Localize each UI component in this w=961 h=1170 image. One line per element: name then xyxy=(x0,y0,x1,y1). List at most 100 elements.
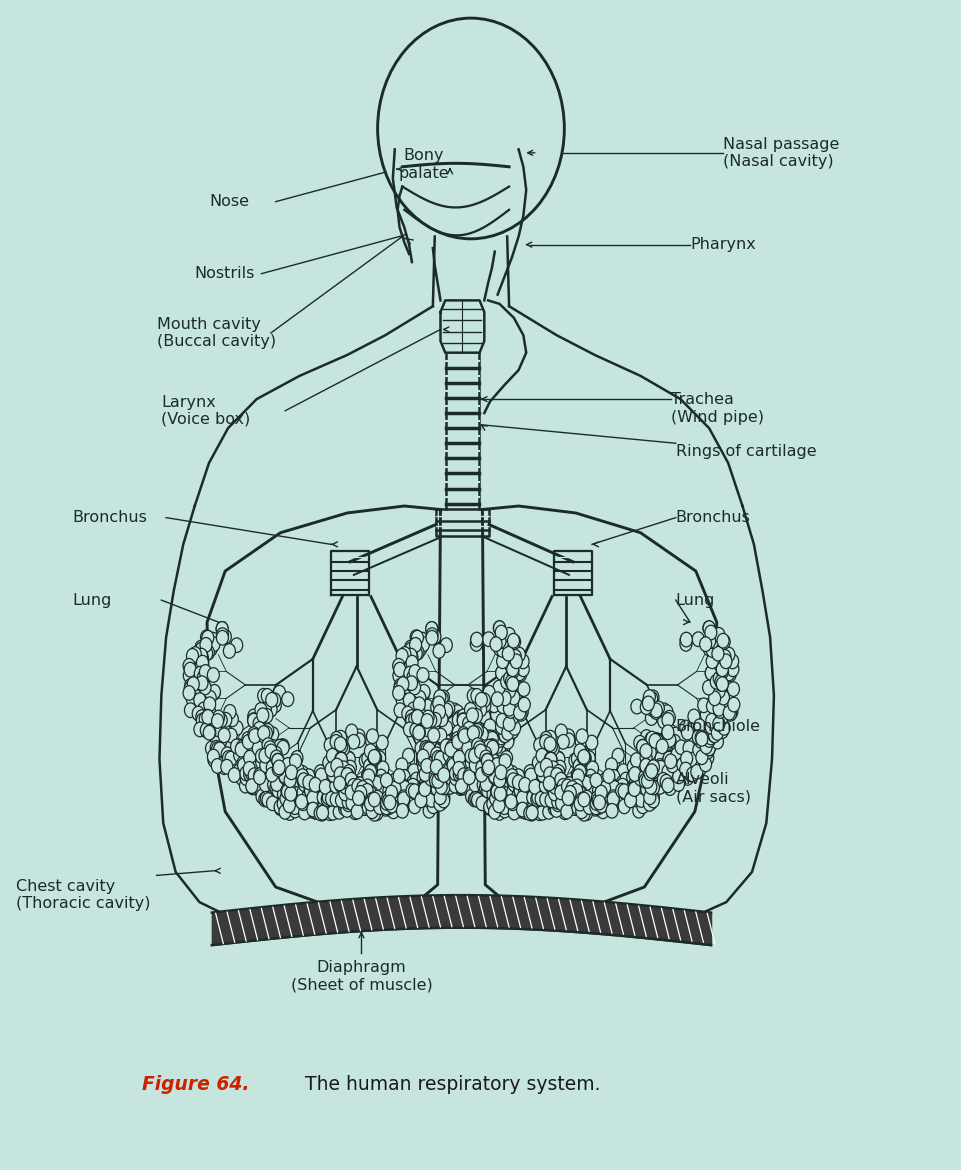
Circle shape xyxy=(448,743,460,758)
Circle shape xyxy=(467,765,480,780)
Circle shape xyxy=(491,739,503,753)
Circle shape xyxy=(419,777,431,792)
Circle shape xyxy=(651,703,662,717)
Circle shape xyxy=(425,771,437,786)
Circle shape xyxy=(654,762,666,776)
Circle shape xyxy=(296,794,308,810)
Circle shape xyxy=(272,783,284,798)
Circle shape xyxy=(508,696,521,710)
Circle shape xyxy=(381,798,393,812)
Circle shape xyxy=(640,700,653,715)
Circle shape xyxy=(661,704,673,720)
Circle shape xyxy=(506,710,518,725)
Circle shape xyxy=(605,784,618,799)
Circle shape xyxy=(307,791,318,806)
Circle shape xyxy=(637,739,649,753)
Circle shape xyxy=(677,757,689,772)
Text: Alveoli
(Air sacs): Alveoli (Air sacs) xyxy=(676,772,751,805)
Circle shape xyxy=(427,721,438,735)
Circle shape xyxy=(658,768,670,782)
Circle shape xyxy=(440,721,453,735)
Circle shape xyxy=(418,713,430,728)
Circle shape xyxy=(212,749,225,763)
Circle shape xyxy=(199,680,211,695)
Circle shape xyxy=(440,704,453,720)
Circle shape xyxy=(513,647,526,662)
Circle shape xyxy=(257,769,269,783)
Circle shape xyxy=(368,792,381,807)
Circle shape xyxy=(530,784,542,798)
Circle shape xyxy=(310,797,322,811)
Circle shape xyxy=(653,779,666,794)
Circle shape xyxy=(653,752,664,768)
Circle shape xyxy=(565,784,578,798)
Circle shape xyxy=(289,804,301,818)
Circle shape xyxy=(260,725,272,741)
Circle shape xyxy=(605,778,618,792)
Circle shape xyxy=(435,765,448,780)
Circle shape xyxy=(632,772,644,786)
Circle shape xyxy=(350,787,361,801)
Circle shape xyxy=(479,709,490,724)
Circle shape xyxy=(197,696,209,710)
Circle shape xyxy=(572,776,584,790)
Circle shape xyxy=(346,789,357,803)
Circle shape xyxy=(283,764,295,779)
Circle shape xyxy=(518,796,530,811)
Circle shape xyxy=(556,793,569,807)
Circle shape xyxy=(618,784,630,799)
Circle shape xyxy=(399,647,411,661)
Circle shape xyxy=(554,785,567,800)
Circle shape xyxy=(703,621,715,635)
Circle shape xyxy=(368,805,381,819)
Circle shape xyxy=(530,804,541,818)
Circle shape xyxy=(656,739,668,753)
Circle shape xyxy=(339,798,351,812)
Circle shape xyxy=(277,738,289,753)
Circle shape xyxy=(648,759,659,775)
Circle shape xyxy=(540,758,553,773)
Circle shape xyxy=(580,777,593,792)
Circle shape xyxy=(551,785,563,799)
Circle shape xyxy=(423,793,434,807)
Circle shape xyxy=(426,621,438,636)
Circle shape xyxy=(528,791,540,806)
Circle shape xyxy=(647,760,658,776)
Circle shape xyxy=(590,798,603,812)
Circle shape xyxy=(553,751,564,765)
Circle shape xyxy=(340,771,353,785)
Text: Rings of cartilage: Rings of cartilage xyxy=(676,443,817,459)
Circle shape xyxy=(321,792,333,806)
Circle shape xyxy=(484,777,497,792)
Circle shape xyxy=(670,766,682,782)
Circle shape xyxy=(291,751,303,765)
Circle shape xyxy=(617,778,628,793)
Circle shape xyxy=(382,800,395,814)
Circle shape xyxy=(408,680,421,695)
Circle shape xyxy=(596,798,607,813)
Circle shape xyxy=(409,778,421,793)
Circle shape xyxy=(262,765,274,779)
Circle shape xyxy=(382,783,395,798)
Circle shape xyxy=(480,746,492,762)
Circle shape xyxy=(649,777,661,792)
Circle shape xyxy=(305,796,317,811)
Circle shape xyxy=(631,700,643,714)
Circle shape xyxy=(204,697,215,711)
Circle shape xyxy=(407,786,419,800)
Circle shape xyxy=(607,783,620,798)
Circle shape xyxy=(465,759,477,773)
Circle shape xyxy=(431,782,443,797)
Circle shape xyxy=(460,766,473,782)
Circle shape xyxy=(584,775,596,790)
Circle shape xyxy=(506,786,519,801)
Circle shape xyxy=(335,752,348,768)
Circle shape xyxy=(476,739,487,753)
Circle shape xyxy=(551,786,562,801)
Circle shape xyxy=(559,787,572,801)
Circle shape xyxy=(203,645,214,660)
Circle shape xyxy=(636,739,649,755)
Circle shape xyxy=(209,736,222,751)
Circle shape xyxy=(515,794,527,808)
Circle shape xyxy=(253,776,265,791)
